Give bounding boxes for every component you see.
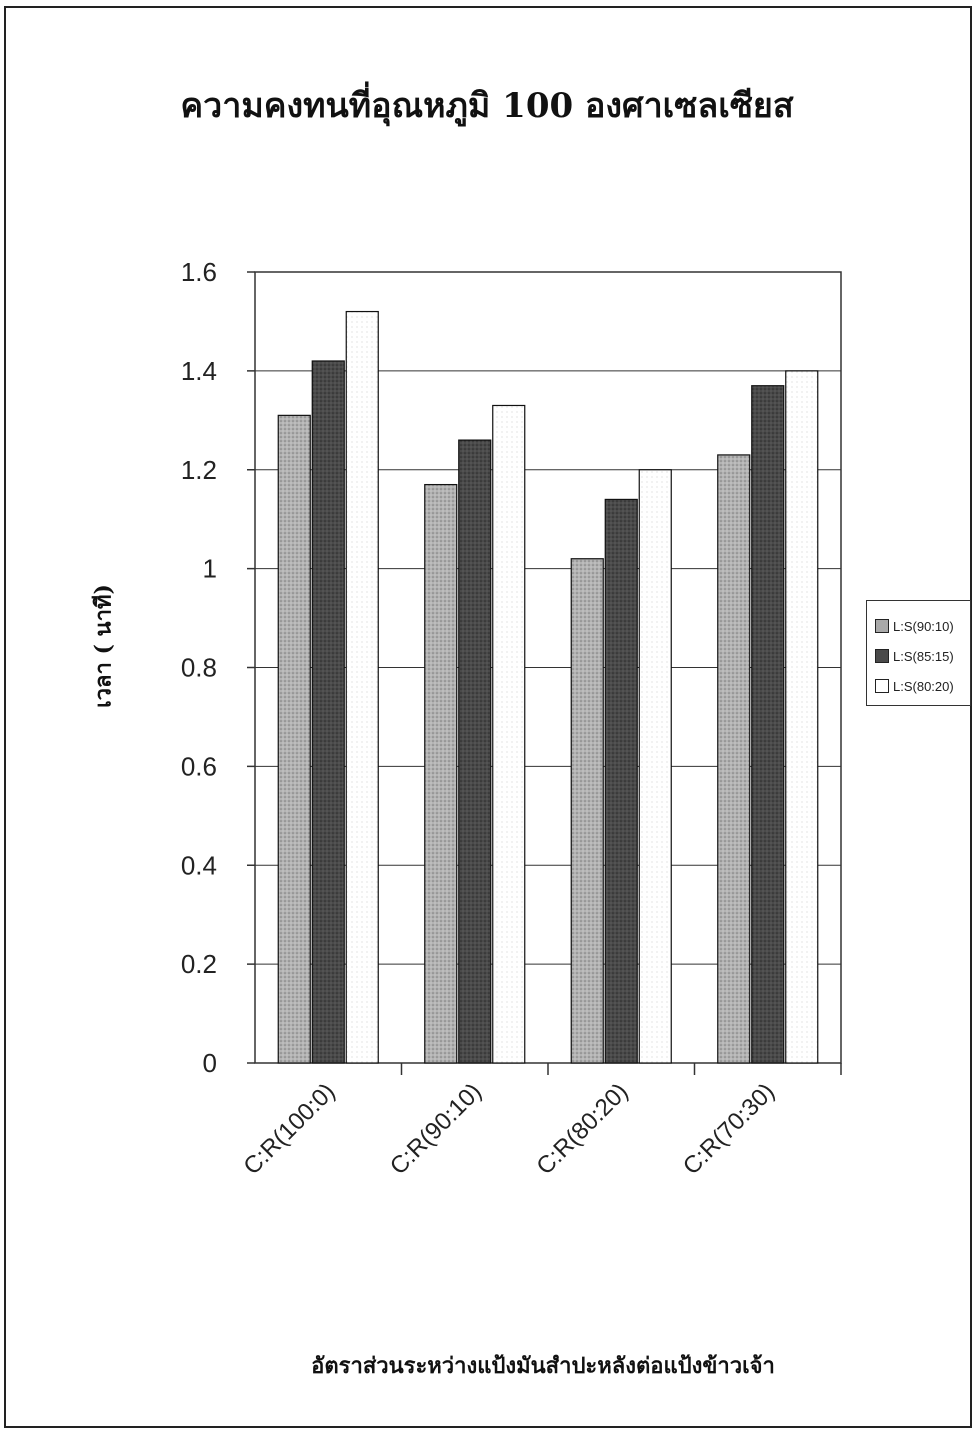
- plot-area: 0 0.2 0.4 0.6 0.8 1 1.2 1.4 1.6 C:R(100:0) C:R(90:…: [181, 257, 841, 1180]
- y-tick-label: 0.6: [181, 751, 217, 781]
- y-tick-label: 0.8: [181, 653, 217, 683]
- legend: L:S(90:10) L:S(85:15) L:S(80:20): [866, 600, 971, 706]
- legend-label: L:S(80:20): [893, 679, 954, 694]
- bar: [752, 386, 784, 1063]
- legend-swatch-white: [875, 679, 889, 693]
- x-tick-label: C:R(90:10): [385, 1078, 487, 1180]
- bar: [425, 485, 457, 1063]
- bar: [786, 371, 818, 1063]
- y-tick-label: 1.4: [181, 356, 217, 386]
- y-tick-label: 1: [203, 554, 217, 584]
- bar: [346, 312, 378, 1063]
- bar: [459, 440, 491, 1063]
- bar: [278, 415, 310, 1063]
- x-tick-label: C:R(70:30): [678, 1078, 780, 1180]
- x-tick-label: C:R(80:20): [531, 1078, 633, 1180]
- bar: [312, 361, 344, 1063]
- legend-label: L:S(85:15): [893, 649, 954, 664]
- bar: [571, 559, 603, 1063]
- x-tick-label: C:R(100:0): [238, 1078, 340, 1180]
- bar: [493, 405, 525, 1063]
- legend-swatch-dark: [875, 649, 889, 663]
- y-tick-label: 0: [203, 1048, 217, 1078]
- y-tick-label: 0.4: [181, 850, 217, 880]
- bar: [605, 499, 637, 1063]
- y-tick-label: 1.6: [181, 257, 217, 287]
- y-tick-label: 1.2: [181, 455, 217, 485]
- x-axis-label: อัตราส่วนระหว่างแป้งมันสำปะหลังต่อแป้งข้…: [0, 1348, 974, 1383]
- y-tick-label: 0.2: [181, 949, 217, 979]
- bar: [639, 470, 671, 1063]
- legend-label: L:S(90:10): [893, 619, 954, 634]
- legend-item: L:S(85:15): [875, 641, 970, 671]
- legend-swatch-light: [875, 619, 889, 633]
- legend-item: L:S(80:20): [875, 671, 970, 701]
- legend-item: L:S(90:10): [875, 611, 970, 641]
- bar: [718, 455, 750, 1063]
